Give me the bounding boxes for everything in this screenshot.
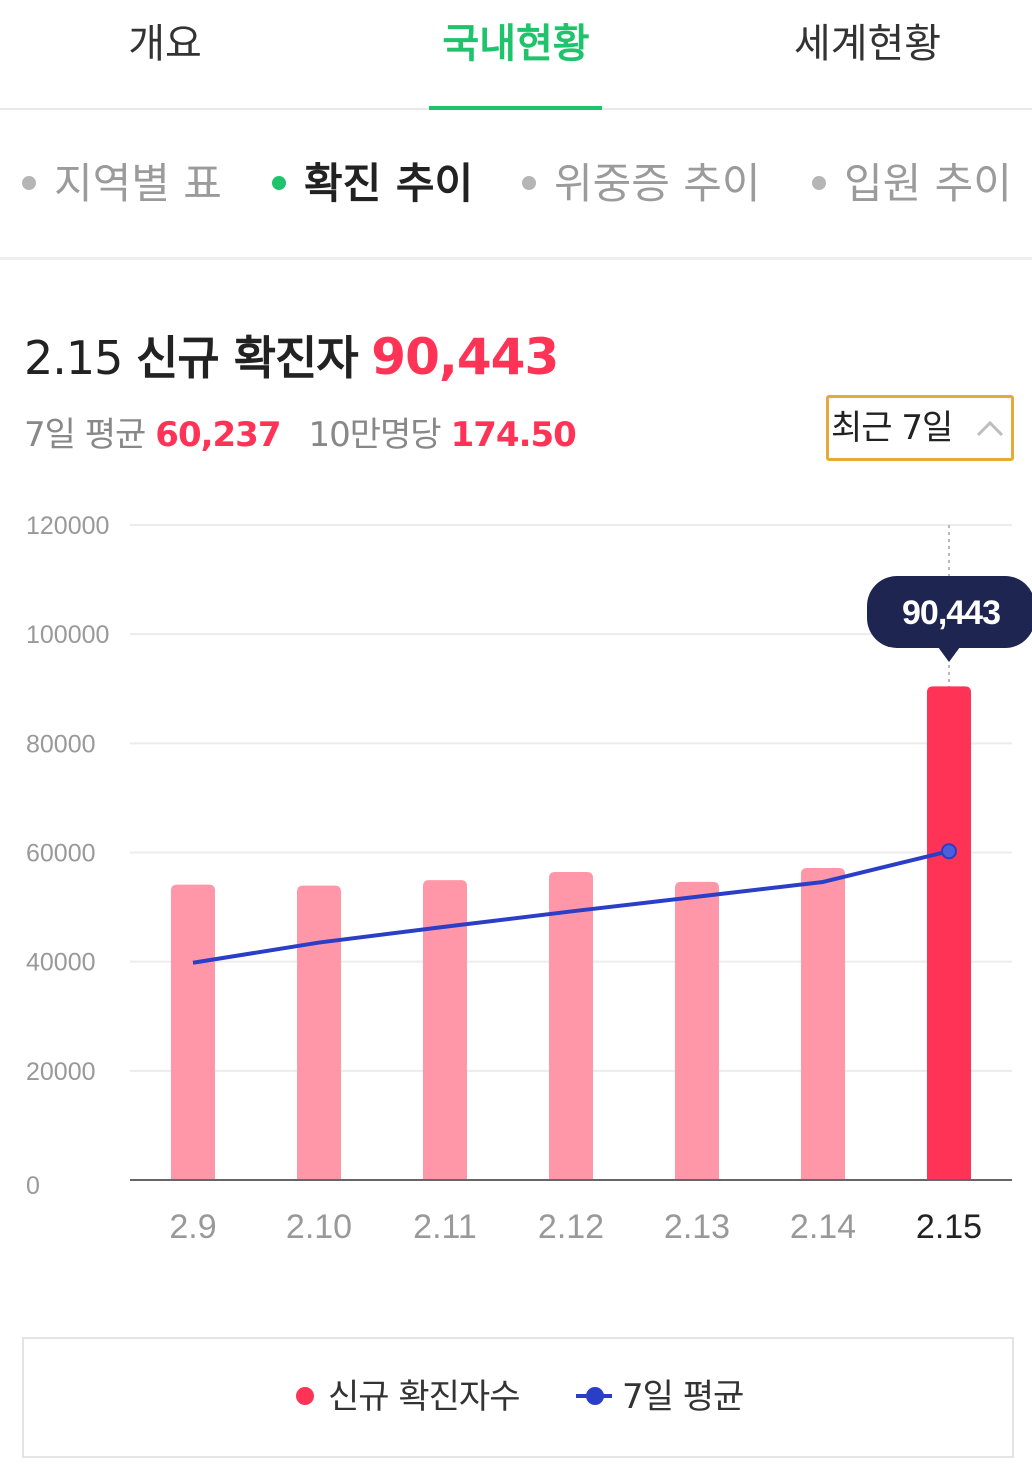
period-select-value: 최근 7일	[831, 408, 953, 448]
tab-domestic-status[interactable]: 국내현황	[442, 21, 590, 67]
y-tick-label: 120000	[26, 512, 109, 540]
x-tick-label: 2.13	[664, 1208, 730, 1246]
y-tick-label: 20000	[26, 1058, 96, 1086]
bar[interactable]	[423, 880, 467, 1180]
bullet-dot-icon	[812, 175, 826, 190]
value-tooltip	[867, 576, 1032, 648]
avg-value: 60,237	[155, 415, 281, 455]
subtab-label: 입원 추이	[844, 159, 1012, 208]
legend-item-7day-avg[interactable]: 7일 평균	[576, 1372, 744, 1422]
legend-dot-icon	[296, 1386, 314, 1405]
subtab-label: 확진 추이	[304, 159, 474, 208]
bar[interactable]	[297, 885, 341, 1180]
y-tick-label: 40000	[26, 949, 96, 977]
subtab-label: 위중증 추이	[554, 159, 761, 208]
legend-line-dot-icon	[576, 1386, 612, 1405]
subtab-confirmed-trend[interactable]: 확진 추이	[272, 156, 473, 212]
tooltip-pointer	[938, 647, 960, 662]
page-title: 2.15 신규 확진자 90,443	[24, 322, 559, 392]
confirmed-trend-chart: 0 20000 40000 60000 80000 100000 120000 2.9 2.10…	[0, 500, 1032, 1280]
bar[interactable]	[171, 884, 215, 1180]
chevron-up-icon	[976, 420, 1004, 437]
legend-label: 7일 평균	[622, 1377, 744, 1417]
legend-item-new-cases[interactable]: 신규 확진자수	[296, 1372, 520, 1422]
tooltip-value: 90,443	[902, 594, 1000, 632]
x-tick-label: 2.10	[286, 1208, 352, 1246]
chart-canvas: 0 20000 40000 60000 80000 100000 120000 2.9 2.10…	[26, 512, 1032, 1246]
subtab-label: 지역별 표	[54, 159, 222, 208]
y-tick-label: 80000	[26, 730, 96, 758]
x-tick-label: 2.15	[916, 1208, 982, 1246]
x-tick-label: 2.9	[169, 1208, 216, 1246]
tab-world-status[interactable]: 세계현황	[793, 21, 942, 67]
x-tick-label: 2.12	[538, 1208, 604, 1246]
subtab-critical-trend[interactable]: 위중증 추이	[522, 156, 761, 212]
headline-label: 신규 확진자	[136, 331, 359, 385]
bullet-dot-icon	[272, 175, 286, 190]
legend-label: 신규 확진자수	[328, 1377, 520, 1417]
y-tick-label: 100000	[26, 621, 109, 649]
y-tick-label: 0	[26, 1172, 40, 1200]
bullet-dot-icon	[22, 175, 36, 190]
y-tick-label: 60000	[26, 840, 96, 868]
tab-overview[interactable]: 개요	[128, 21, 202, 67]
per-100k-label: 10만명당	[308, 415, 441, 455]
sub-tab-bar: 지역별 표 확진 추이 위중증 추이 입원 추이	[0, 112, 1032, 260]
bar[interactable]	[801, 867, 845, 1180]
top-tab-bar: 개요 국내현황 세계현황	[0, 0, 1032, 110]
x-tick-label: 2.11	[413, 1208, 477, 1246]
bullet-dot-icon	[522, 175, 536, 190]
avg-point[interactable]	[941, 843, 957, 860]
subtab-hospitalized-trend[interactable]: 입원 추이	[812, 156, 1012, 212]
x-tick-label: 2.14	[790, 1208, 856, 1246]
period-select[interactable]: 최근 7일	[826, 395, 1014, 461]
subtab-regional-table[interactable]: 지역별 표	[22, 156, 222, 212]
summary-stats: 7일 평균 60,237 10만명당 174.50	[24, 410, 577, 460]
bar[interactable]	[927, 686, 971, 1180]
bar[interactable]	[549, 871, 593, 1180]
active-tab-indicator	[429, 106, 602, 110]
avg-label: 7일 평균	[24, 415, 146, 455]
chart-legend: 신규 확진자수 7일 평균	[22, 1337, 1014, 1458]
bar[interactable]	[675, 881, 719, 1180]
headline-date: 2.15	[24, 331, 123, 385]
avg-line	[192, 849, 950, 965]
headline-value: 90,443	[371, 328, 559, 386]
per-100k-value: 174.50	[450, 415, 577, 455]
